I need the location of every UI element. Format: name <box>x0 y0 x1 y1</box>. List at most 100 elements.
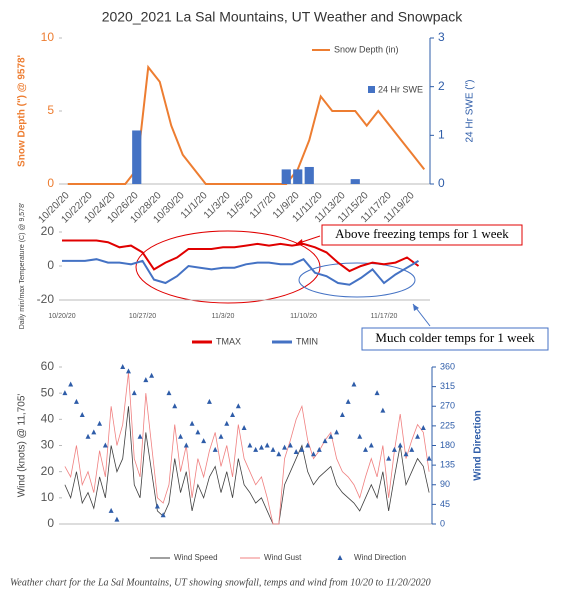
y2-tick-label: 225 <box>440 420 455 430</box>
y-tick-label: 0 <box>47 176 54 190</box>
annotation: Above freezing temps for 1 week <box>335 226 509 241</box>
bar <box>281 169 291 184</box>
legend-label: Snow Depth (in) <box>334 44 399 54</box>
scatter-point <box>230 411 236 417</box>
scatter-point <box>120 364 126 369</box>
y2-tick-label: 360 <box>440 361 455 371</box>
y-tick-label: 10 <box>41 490 55 504</box>
scatter-point <box>351 381 357 387</box>
scatter-point <box>426 455 432 461</box>
scatter-point <box>108 507 114 513</box>
scatter-point <box>409 446 415 452</box>
scatter-point <box>357 433 363 439</box>
legend-label: Wind Direction <box>354 553 406 562</box>
scatter-point <box>91 429 97 435</box>
scatter-point <box>386 455 392 461</box>
y2-tick-label: 90 <box>440 479 450 489</box>
legend-swatch <box>368 86 375 93</box>
y-tick-label: 60 <box>41 359 55 373</box>
chart-title: 2020_2021 La Sal Mountains, UT Weather a… <box>102 9 464 25</box>
scatter-point <box>62 390 68 396</box>
scatter-point <box>149 372 155 378</box>
scatter-point <box>374 390 380 396</box>
caption: Weather chart for the La Sal Mountains, … <box>10 577 431 588</box>
scatter-point <box>345 398 351 404</box>
legend-label: Wind Speed <box>174 553 218 562</box>
scatter-point <box>85 433 91 439</box>
scatter-point <box>172 403 178 409</box>
scatter-point <box>270 446 276 452</box>
y-axis-label: Wind (knots) @ 11,705' <box>17 394 28 498</box>
y2-tick-label: 135 <box>440 460 455 470</box>
y-axis-label: Snow Depth (") @ 9578' <box>17 55 28 167</box>
bar <box>293 169 303 184</box>
x-tick-label: 10/20/20 <box>48 313 75 320</box>
y2-tick-label: 45 <box>440 499 450 509</box>
y2-tick-label: 0 <box>440 518 445 528</box>
scatter-point <box>276 451 282 457</box>
legend-label: TMIN <box>296 336 318 346</box>
scatter-point <box>183 442 189 448</box>
y2-tick-label: 315 <box>440 381 455 391</box>
annotation-box <box>321 224 523 246</box>
x-tick-label: 11/10/20 <box>290 313 317 320</box>
bar <box>350 179 360 184</box>
scatter-point <box>125 368 131 374</box>
scatter-point <box>380 407 386 413</box>
y2-tick-label: 3 <box>438 30 445 44</box>
arrow-head <box>413 304 419 311</box>
legend-label: Wind Gust <box>264 553 302 562</box>
scatter-point <box>114 516 120 522</box>
scatter-point <box>212 446 218 452</box>
scatter-point <box>143 377 149 383</box>
x-tick-label: 11/17/20 <box>371 313 398 320</box>
scatter-point <box>154 503 160 509</box>
y-tick-label: 20 <box>41 464 55 478</box>
y2-tick-label: 1 <box>438 128 445 142</box>
annotation: Much colder temps for 1 week <box>375 330 535 345</box>
scatter-point <box>328 433 334 439</box>
line <box>64 372 430 525</box>
scatter-point <box>160 512 166 518</box>
scatter-point <box>102 442 108 448</box>
line <box>62 239 420 273</box>
scatter-point <box>218 433 224 439</box>
scatter-point <box>282 444 288 450</box>
scatter-point <box>137 433 143 439</box>
scatter-point <box>363 446 369 452</box>
scatter-point <box>310 451 316 457</box>
line <box>62 257 420 286</box>
scatter-point <box>403 451 409 457</box>
scatter-point <box>131 390 137 396</box>
highlight-ellipse <box>298 262 416 298</box>
scatter-point <box>368 442 374 448</box>
scatter-point <box>293 449 299 455</box>
scatter-point <box>195 429 201 435</box>
scatter-point <box>415 433 421 439</box>
scatter-point <box>316 446 322 452</box>
legend-label: TMAX <box>216 336 241 346</box>
scatter-point <box>397 442 403 448</box>
scatter-point <box>339 411 345 417</box>
y-tick-label: 50 <box>41 385 55 399</box>
scatter-point <box>79 411 85 417</box>
x-tick-label: 11/3/20 <box>212 313 235 320</box>
scatter-point <box>68 381 74 387</box>
y2-axis-label: Wind Direction <box>473 410 484 480</box>
bar <box>304 166 314 184</box>
y2-axis-label: 24 Hr SWE (") <box>465 80 476 143</box>
line <box>64 406 430 525</box>
scatter-point <box>287 442 293 448</box>
scatter-point <box>73 398 79 404</box>
scatter-point <box>178 433 184 439</box>
scatter-point <box>264 442 270 448</box>
y-tick-label: 20 <box>41 224 55 238</box>
y2-tick-label: 270 <box>440 401 455 411</box>
y-tick-label: 30 <box>41 438 55 452</box>
y2-tick-label: 2 <box>438 79 445 93</box>
annotation-box <box>361 327 549 351</box>
y2-tick-label: 180 <box>440 440 455 450</box>
legend-swatch <box>337 555 343 560</box>
legend-label: 24 Hr SWE <box>378 84 423 94</box>
y-tick-label: 5 <box>47 103 54 117</box>
